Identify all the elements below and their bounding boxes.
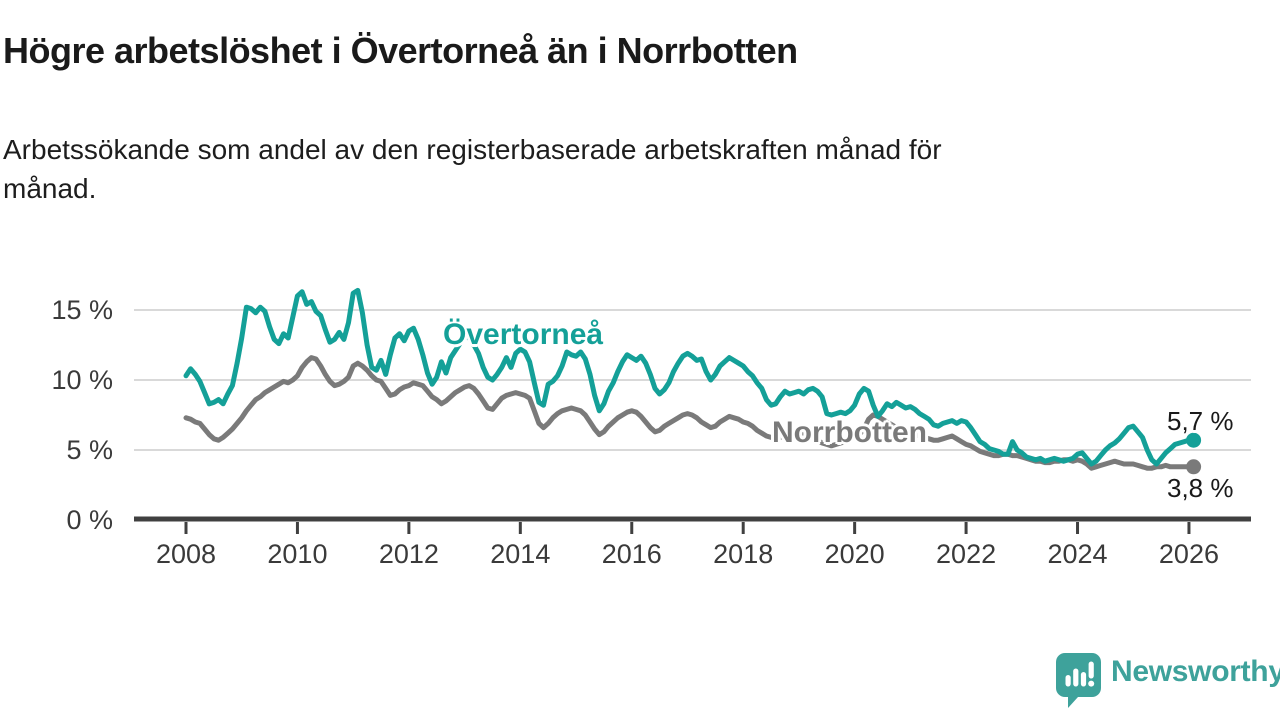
series-label-overtornea: Övertorneå <box>443 318 604 351</box>
series-end-dot-norrbotten <box>1186 459 1202 475</box>
x-tick-label-2020: 2020 <box>825 539 885 569</box>
series-end-dot-overtornea <box>1186 432 1202 448</box>
y-tick-label-10: 10 % <box>51 365 113 395</box>
x-tick-label-2008: 2008 <box>156 539 216 569</box>
x-tick-label-2022: 2022 <box>936 539 996 569</box>
x-tick-label-2026: 2026 <box>1159 539 1219 569</box>
x-tick-label-2014: 2014 <box>490 539 550 569</box>
y-tick-label-5: 5 % <box>66 435 113 465</box>
newsworthy-wordmark: Newsworthy <box>1111 655 1280 688</box>
page-title: Högre arbetslöshet i Övertorneå än i Nor… <box>3 30 798 71</box>
y-tick-label-0: 0 % <box>66 505 113 535</box>
end-value-label-norrbotten: 3,8 % <box>1167 473 1234 503</box>
newsworthy-logo: Newsworthy <box>1055 652 1280 710</box>
series-line-norrbotten <box>183 355 1197 471</box>
x-tick-label-2010: 2010 <box>267 539 327 569</box>
y-tick-label-15: 15 % <box>51 295 113 325</box>
x-tick-label-2016: 2016 <box>602 539 662 569</box>
newsworthy-bubble-chart-icon <box>1055 652 1102 710</box>
x-tick-label-2018: 2018 <box>713 539 773 569</box>
chart-subtitle-line1: Arbetssökande som andel av den registerb… <box>3 134 942 165</box>
end-value-label-overtornea: 5,7 % <box>1167 406 1234 436</box>
x-tick-label-2024: 2024 <box>1047 539 1107 569</box>
chart-subtitle-line2: månad. <box>3 173 97 204</box>
series-label-norrbotten: Norrbotten <box>772 416 927 449</box>
series-line-overtornea <box>183 287 1197 467</box>
chart-plot-svg: 15 % 10 % 5 % 0 % 2008 2010 2012 2014 2016 2018 20… <box>51 287 1251 569</box>
x-tick-label-2012: 2012 <box>379 539 439 569</box>
